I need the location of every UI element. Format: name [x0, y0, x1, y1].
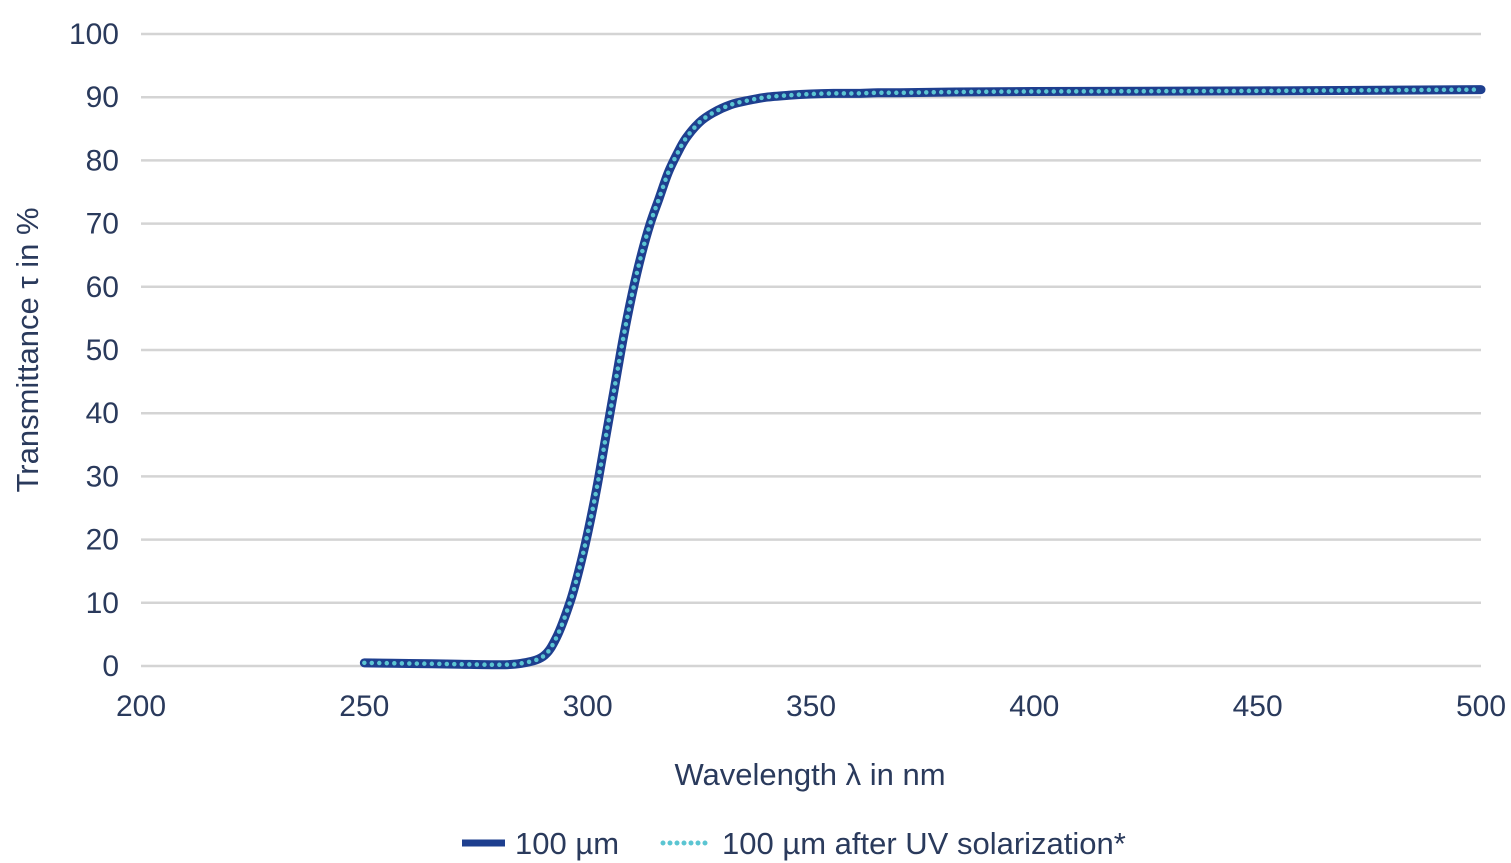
series-lines — [359, 85, 1486, 670]
x-tick-label: 300 — [563, 690, 613, 723]
x-tick-label: 200 — [116, 690, 166, 723]
legend: 100 µm 100 µm after UV solarization* — [462, 826, 1126, 861]
x-tick-label: 350 — [786, 690, 836, 723]
series-line-2 — [362, 87, 1484, 667]
x-axis-ticks: 200 250 300 350 400 450 500 — [116, 690, 1506, 723]
x-axis-title: Wavelength λ in nm — [674, 757, 945, 792]
legend-label-series-2: 100 µm after UV solarization* — [722, 826, 1126, 861]
y-tick-label: 60 — [86, 271, 119, 304]
y-axis-ticks: 0 10 20 30 40 50 60 70 80 90 100 — [69, 18, 119, 683]
x-tick-label: 250 — [339, 690, 389, 723]
y-tick-label: 80 — [86, 144, 119, 177]
legend-label-series-1: 100 µm — [515, 826, 619, 861]
y-tick-label: 20 — [86, 524, 119, 557]
x-tick-label: 450 — [1233, 690, 1283, 723]
y-tick-label: 0 — [102, 650, 119, 683]
y-tick-label: 10 — [86, 587, 119, 620]
y-tick-label: 100 — [69, 18, 119, 51]
y-tick-label: 90 — [86, 81, 119, 114]
x-tick-label: 400 — [1009, 690, 1059, 723]
y-tick-label: 30 — [86, 460, 119, 493]
y-axis-title: Transmittance τ in % — [10, 207, 45, 492]
gridlines — [141, 32, 1481, 668]
y-tick-label: 40 — [86, 397, 119, 430]
x-tick-label: 500 — [1456, 690, 1506, 723]
y-tick-label: 70 — [86, 208, 119, 241]
series-line-1 — [359, 85, 1486, 670]
y-tick-label: 50 — [86, 334, 119, 367]
